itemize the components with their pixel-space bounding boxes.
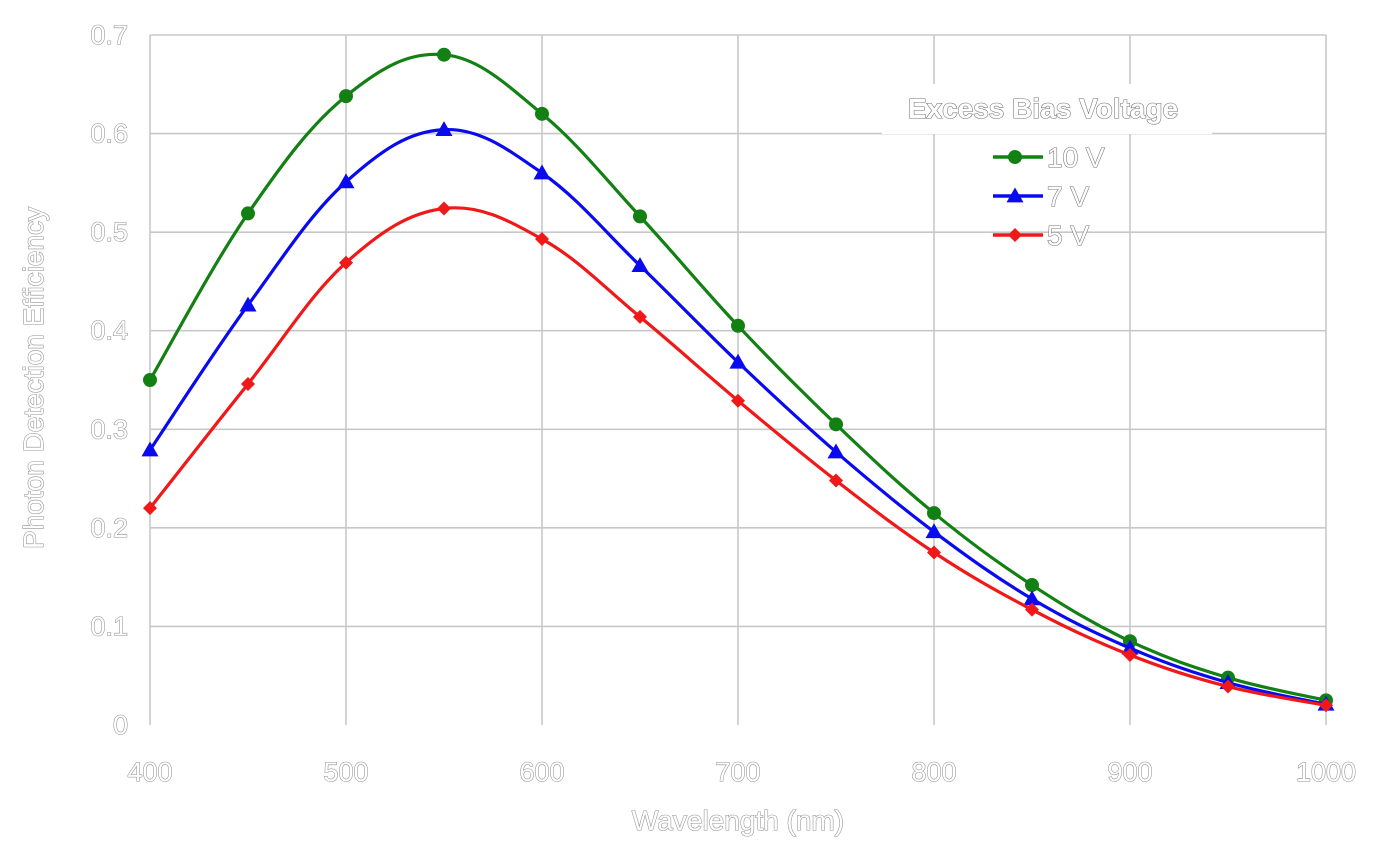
data-point-7-v [1121, 639, 1139, 655]
data-point-10-v [731, 318, 745, 333]
y-tick-label: 0.5 [90, 217, 128, 247]
data-point-5-v [633, 309, 647, 324]
series-5-v [143, 201, 1333, 713]
y-tick-label: 0 [113, 710, 128, 740]
x-tick-label: 500 [323, 757, 368, 787]
legend-title: Excess Bias Voltage [908, 93, 1178, 124]
data-point-5-v [339, 255, 353, 270]
series-10-v [143, 47, 1333, 708]
x-axis-ticks: 400 500 600 700 800 900 1000 [127, 756, 1357, 787]
data-point-5-v [535, 232, 549, 247]
y-axis-ticks: 0 0.1 0.2 0.3 0.4 0.5 0.6 0.7 [90, 19, 129, 740]
y-tick-label: 0.7 [90, 20, 128, 50]
data-point-10-v [1025, 578, 1039, 593]
y-tick-label: 0.3 [90, 414, 128, 444]
legend-item-10-v: 10 V [993, 141, 1105, 174]
data-point-7-v [337, 173, 355, 189]
legend-item-5-v: 5 V [993, 219, 1090, 252]
data-point-7-v [729, 353, 747, 369]
y-tick-label: 0.1 [90, 611, 128, 641]
data-point-7-v [435, 121, 453, 137]
legend-label: 10 V [1047, 142, 1105, 173]
x-tick-label: 400 [127, 757, 172, 787]
data-point-7-v [533, 164, 551, 180]
x-tick-label: 600 [519, 757, 564, 787]
data-point-10-v [927, 506, 941, 521]
legend-label: 7 V [1047, 181, 1089, 212]
data-point-10-v [437, 47, 451, 62]
data-point-7-v [827, 443, 845, 459]
legend-swatch-marker [1008, 150, 1022, 164]
data-point-7-v [141, 441, 159, 457]
y-tick-label: 0.6 [90, 119, 128, 149]
legend: Excess Bias Voltage 10 V 7 V 5 V [882, 84, 1212, 252]
legend-label: 5 V [1047, 220, 1089, 251]
legend-item-7-v: 7 V [993, 180, 1090, 213]
series-line-10-v [148, 52, 1328, 702]
x-tick-label: 800 [911, 757, 956, 787]
data-point-7-v [1023, 590, 1041, 606]
y-axis-title: Photon Detection Efficiency [18, 207, 49, 549]
data-point-10-v [829, 417, 843, 432]
data-point-5-v [927, 545, 941, 560]
legend-background [882, 84, 1212, 134]
data-point-7-v [239, 296, 257, 312]
grid [149, 34, 1327, 725]
y-tick-label: 0.4 [90, 316, 128, 346]
x-tick-label: 1000 [1296, 757, 1356, 787]
data-point-10-v [241, 206, 255, 221]
legend-swatch-marker [1008, 228, 1022, 242]
data-point-7-v [631, 257, 649, 273]
data-point-5-v [829, 473, 843, 488]
series [141, 47, 1335, 713]
data-point-10-v [633, 209, 647, 224]
data-point-5-v [1221, 679, 1235, 694]
y-tick-label: 0.2 [90, 513, 128, 543]
data-point-5-v [731, 393, 745, 408]
data-point-5-v [143, 501, 157, 516]
legend-swatch-marker [1006, 187, 1024, 203]
x-tick-label: 900 [1107, 757, 1152, 787]
data-point-5-v [1123, 648, 1137, 663]
data-point-5-v [1319, 698, 1333, 713]
data-point-5-v [1025, 602, 1039, 617]
x-tick-label: 700 [715, 757, 760, 787]
data-point-5-v [241, 376, 255, 391]
data-point-10-v [535, 106, 549, 121]
series-line-5-v [148, 206, 1328, 707]
data-point-10-v [143, 373, 157, 387]
x-axis-title: Wavelength (nm) [632, 805, 844, 836]
data-point-10-v [339, 89, 353, 104]
data-point-7-v [925, 523, 943, 539]
series-line-7-v [148, 128, 1328, 706]
data-point-5-v [437, 201, 451, 216]
legend-items: 10 V 7 V 5 V [993, 141, 1105, 252]
